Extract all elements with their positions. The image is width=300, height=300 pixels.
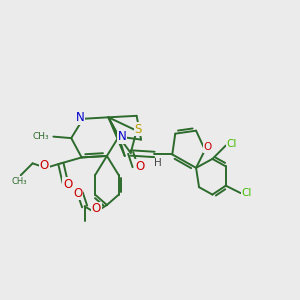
Text: CH₃: CH₃ — [32, 132, 49, 141]
Text: N: N — [76, 111, 85, 124]
Text: O: O — [135, 160, 144, 173]
Text: CH₃: CH₃ — [11, 177, 27, 186]
Text: O: O — [63, 178, 72, 191]
Text: O: O — [40, 159, 49, 172]
Text: Cl: Cl — [242, 188, 252, 198]
Text: N: N — [117, 130, 126, 143]
Text: S: S — [134, 123, 142, 136]
Text: O: O — [73, 187, 83, 200]
Text: H: H — [154, 158, 161, 168]
Text: Cl: Cl — [226, 139, 237, 149]
Text: O: O — [92, 202, 101, 215]
Text: O: O — [204, 142, 212, 152]
